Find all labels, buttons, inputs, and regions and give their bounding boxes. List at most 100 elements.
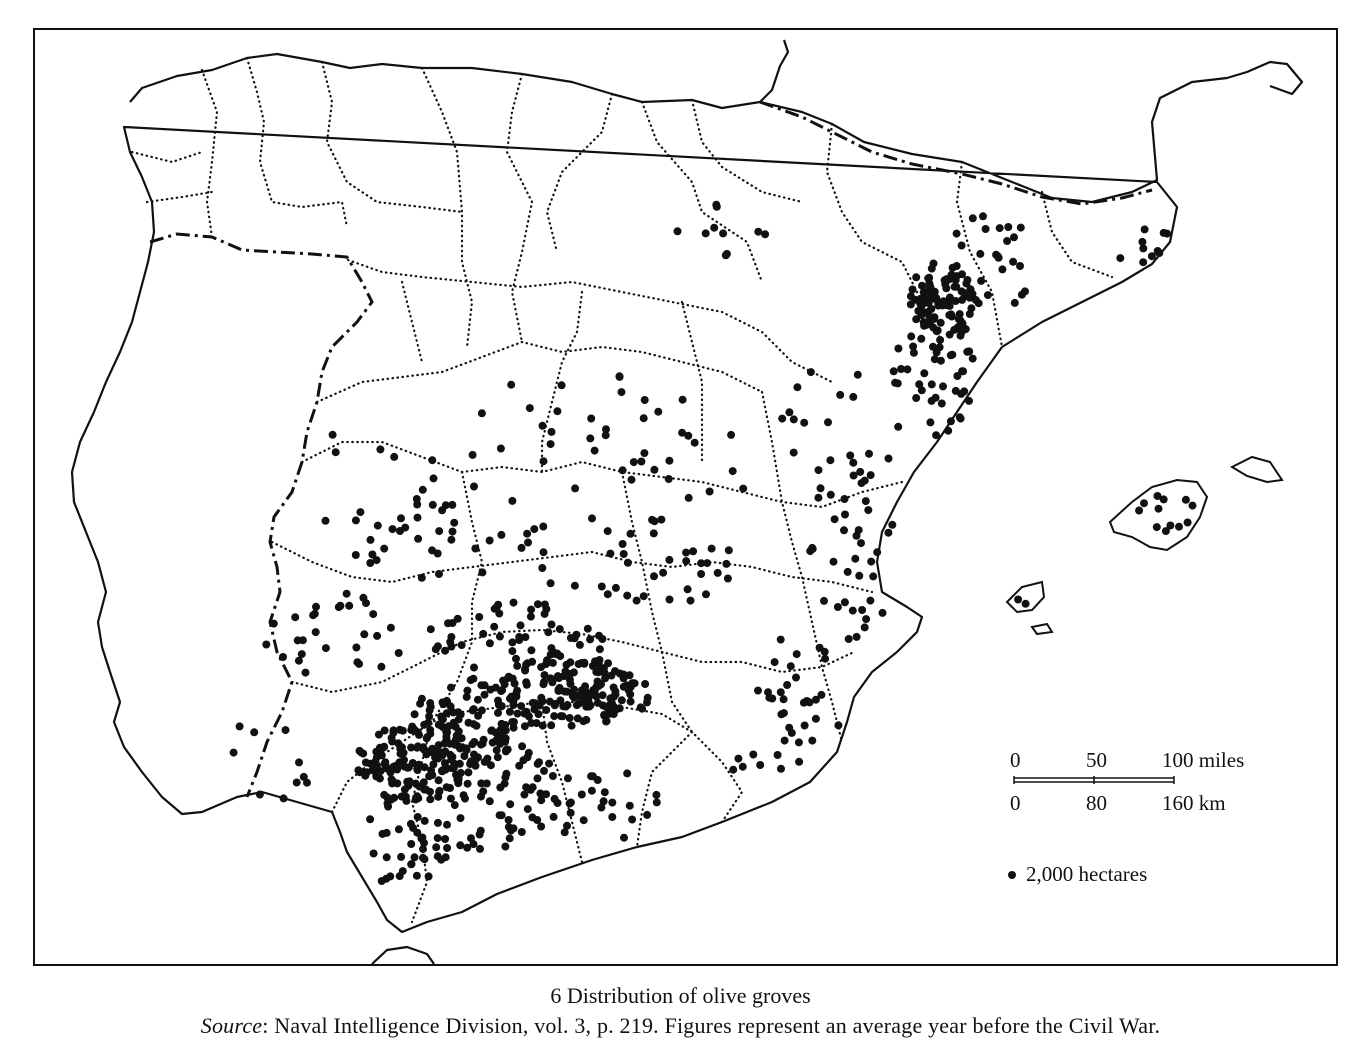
olive-grove-dot	[873, 548, 882, 557]
olive-grove-dot	[570, 685, 579, 694]
olive-grove-dot	[562, 660, 571, 669]
olive-grove-dot	[789, 415, 798, 424]
olive-grove-dot	[462, 746, 471, 755]
olive-grove-dot	[518, 742, 527, 751]
olive-grove-dot	[557, 381, 566, 390]
olive-grove-dot	[786, 662, 795, 671]
olive-grove-dot	[912, 394, 921, 402]
olive-grove-dot	[965, 396, 973, 405]
olive-grove-dot	[390, 452, 399, 461]
olive-grove-dot	[729, 765, 738, 774]
ibiza	[1005, 580, 1046, 614]
olive-grove-dot	[665, 595, 674, 604]
olive-grove-dot	[783, 681, 792, 689]
olive-grove-dot	[820, 596, 828, 605]
olive-grove-dot	[469, 840, 478, 849]
olive-grove-dot	[448, 500, 457, 509]
olive-grove-dot	[649, 529, 658, 538]
olive-grove-dot	[1010, 298, 1019, 307]
olive-grove-dot	[583, 624, 592, 633]
olive-grove-dot	[577, 790, 586, 799]
olive-grove-dot	[412, 495, 421, 503]
olive-grove-dot	[480, 690, 489, 699]
olive-grove-dot	[463, 779, 472, 788]
olive-grove-dot	[944, 426, 953, 435]
olive-grove-dot	[794, 738, 803, 747]
olive-grove-dot	[840, 495, 849, 503]
olive-grove-dot	[538, 721, 547, 730]
olive-grove-dot	[548, 658, 557, 667]
olive-grove-dot	[351, 551, 360, 559]
olive-grove-dot	[957, 322, 966, 331]
olive-grove-dot	[697, 559, 706, 568]
olive-grove-dot	[442, 732, 451, 741]
olive-grove-dot	[894, 422, 903, 431]
olive-grove-dot	[907, 332, 916, 341]
olive-grove-dot	[601, 674, 610, 683]
olive-grove-dot	[452, 731, 461, 740]
olive-grove-dot	[861, 497, 870, 506]
olive-grove-dot	[509, 598, 518, 607]
olive-grove-dot	[586, 635, 595, 644]
olive-grove-dot	[840, 598, 849, 607]
olive-grove-dot	[419, 778, 428, 787]
olive-grove-dot	[617, 388, 626, 397]
olive-grove-dot	[387, 775, 396, 784]
olive-grove-dot	[376, 767, 385, 776]
olive-grove-dot	[930, 355, 939, 364]
olive-grove-dot	[407, 840, 416, 848]
olive-grove-dot	[408, 722, 417, 731]
olive-grove-dot	[920, 369, 929, 378]
olive-grove-dot	[435, 570, 443, 578]
olive-grove-dot	[932, 294, 941, 303]
olive-grove-dot	[785, 408, 794, 417]
olive-grove-dot	[961, 289, 970, 298]
olive-grove-dot	[702, 590, 710, 599]
olive-grove-dot	[924, 299, 933, 307]
olive-grove-dot	[517, 543, 526, 552]
olive-grove-dot	[1155, 249, 1164, 258]
olive-grove-dot	[806, 547, 815, 556]
olive-grove-dot	[435, 527, 444, 536]
olive-grove-dot	[542, 706, 551, 714]
menorca	[1229, 455, 1284, 484]
olive-grove-dot	[710, 223, 719, 232]
olive-grove-dot	[568, 692, 577, 701]
olive-grove-dot	[923, 319, 932, 328]
olive-grove-dot	[773, 751, 782, 759]
olive-grove-dot	[542, 605, 551, 614]
olive-grove-dot	[527, 646, 536, 655]
olive-grove-dot	[281, 726, 290, 735]
olive-grove-dot	[946, 351, 955, 360]
olive-grove-dot	[915, 380, 924, 389]
olive-grove-dot	[496, 783, 505, 792]
olive-grove-dot	[429, 474, 438, 483]
olive-grove-dot	[470, 738, 479, 746]
olive-grove-dot	[494, 708, 502, 717]
olive-grove-dot	[507, 826, 515, 835]
olive-grove-dot	[938, 301, 947, 310]
olive-grove-dot	[936, 318, 945, 327]
olive-grove-dot	[1116, 254, 1125, 263]
olive-grove-dot	[470, 482, 478, 491]
olive-grove-dot	[441, 835, 450, 843]
olive-grove-dot	[456, 710, 465, 719]
olive-grove-dot	[626, 529, 635, 538]
olive-grove-dot	[413, 742, 422, 751]
olive-grove-dot	[851, 554, 860, 563]
olive-grove-dot	[690, 438, 699, 447]
olive-grove-dot	[426, 625, 435, 634]
olive-grove-dot	[533, 774, 542, 783]
olive-grove-dot	[398, 743, 406, 752]
olive-grove-dot	[420, 763, 429, 772]
olive-grove-dot	[403, 777, 412, 786]
olive-grove-dot	[567, 721, 576, 730]
olive-grove-dot	[625, 801, 634, 810]
olive-grove-dot	[829, 557, 838, 566]
olive-grove-dot	[937, 399, 946, 408]
olive-grove-dot	[485, 639, 494, 648]
olive-grove-dot	[650, 572, 658, 581]
olive-grove-dot	[1139, 244, 1148, 253]
olive-grove-dot	[448, 527, 457, 536]
olive-grove-dot	[1181, 495, 1190, 504]
